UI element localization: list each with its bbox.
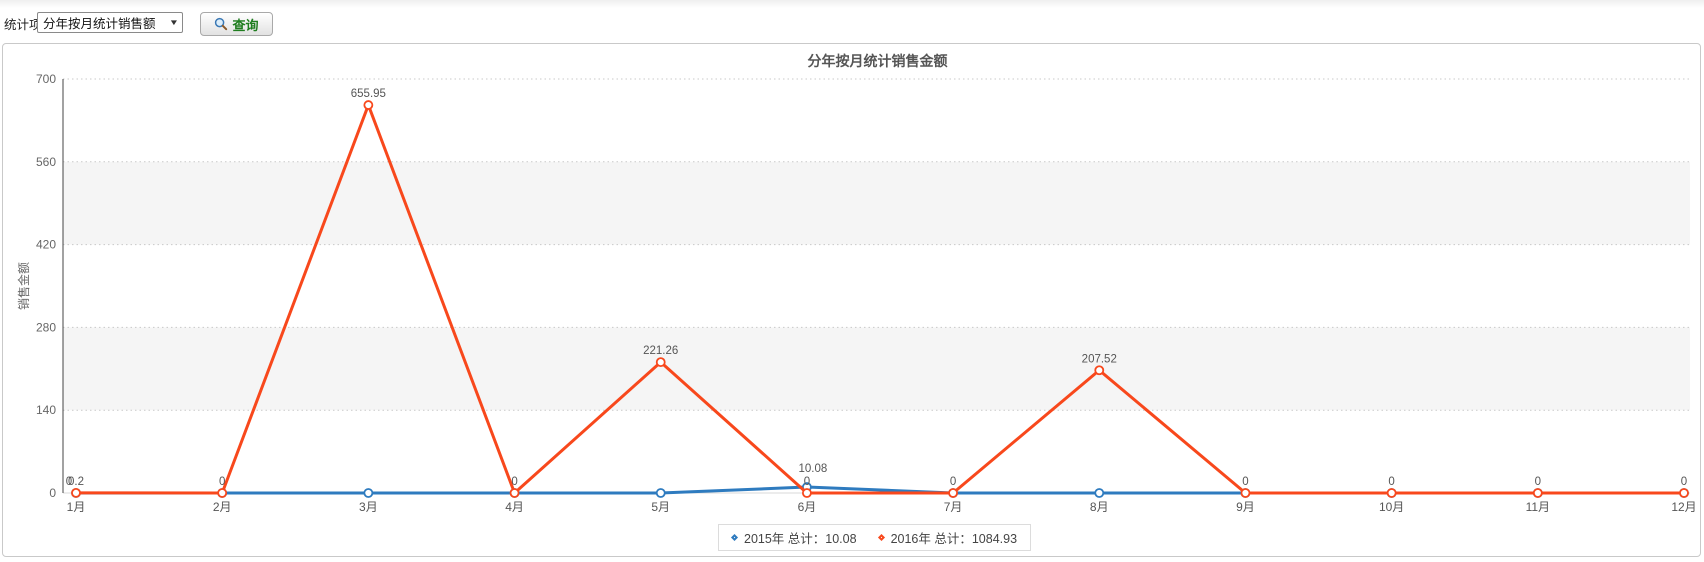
chart-panel: 分年按月统计销售金额 2015年 总计：10.08 2016年 总计：1084.9… <box>2 43 1701 557</box>
data-point-2015年-5月[interactable] <box>655 488 666 498</box>
query-button[interactable]: 查询 <box>200 12 273 36</box>
data-point-2016年-2月[interactable] <box>217 488 228 498</box>
data-point-2016年-9月[interactable] <box>1240 488 1251 498</box>
data-point-2016年-12月[interactable] <box>1679 488 1689 498</box>
data-point-2016年-3月[interactable] <box>363 100 374 110</box>
query-button-label: 查询 <box>232 17 259 33</box>
stat-type-select[interactable]: 分年按月统计销售额 ▼ <box>37 12 183 33</box>
data-point-2016年-4月[interactable] <box>509 488 520 498</box>
legend-label: 2016年 总计：1084.93 <box>890 532 1018 546</box>
data-point-2016年-10月[interactable] <box>1386 488 1397 498</box>
legend-label: 2015年 总计：10.08 <box>744 532 857 546</box>
chart-legend: 2015年 总计：10.08 2016年 总计：1084.93 <box>718 524 1032 551</box>
data-point-2015年-3月[interactable] <box>363 488 374 498</box>
data-point-2016年-1月[interactable] <box>71 487 81 498</box>
legend-item-2016年[interactable]: 2016年 总计：1084.93 <box>877 528 1018 547</box>
search-icon <box>215 17 228 31</box>
data-point-2015年-8月[interactable] <box>1094 488 1105 498</box>
chart-title: 分年按月统计销售金额 <box>807 53 948 69</box>
data-point-2016年-5月[interactable] <box>655 357 666 368</box>
query-toolbar: 统计项目 分年按月统计销售额 ▼ 查询 <box>0 0 1704 43</box>
legend-marker-icon <box>877 533 885 542</box>
data-point-2016年-7月[interactable] <box>948 488 958 498</box>
legend-marker-icon <box>730 533 739 542</box>
legend-item-2015年[interactable]: 2015年 总计：10.08 <box>730 528 857 547</box>
stat-type-selected-value: 分年按月统计销售额 <box>43 17 156 31</box>
data-point-2016年-11月[interactable] <box>1532 488 1543 498</box>
data-point-2016年-8月[interactable] <box>1094 365 1105 376</box>
data-point-2016年-6月[interactable] <box>802 488 812 498</box>
chevron-down-icon: ▼ <box>168 18 180 27</box>
